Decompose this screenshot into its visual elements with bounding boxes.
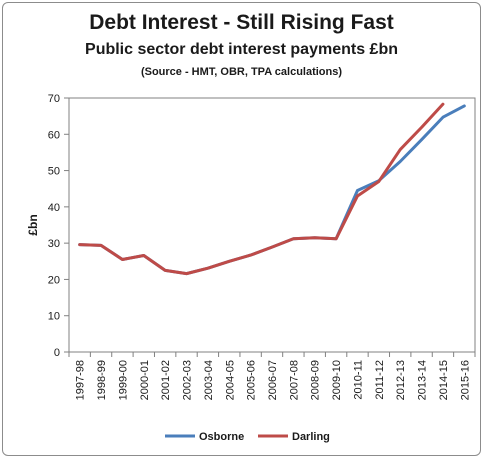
y-tick-label: 40 [48,202,60,214]
y-tick-label: 30 [48,238,60,250]
x-tick-label: 2013-14 [417,360,429,400]
line-chart: 0 10 20 30 40 50 60 70 £bn 1997-98 1998-99 1999-00 2… [26,93,476,443]
x-tick-label: 1997-98 [75,360,87,400]
chart-source: (Source - HMT, OBR, TPA calculations) [140,66,343,78]
x-tick-label: 2007-08 [288,360,300,400]
legend-label-osborne: Osborne [199,431,244,443]
x-tick-label: 1999-00 [117,360,129,400]
x-tick-label: 1998-99 [96,360,108,400]
x-tick-label: 2000-01 [139,360,151,400]
x-tick-label: 2001-02 [160,360,172,400]
chart-title: Debt Interest - Still Rising Fast [89,11,394,34]
x-tick-label: 2014-15 [438,360,450,400]
plot-area [68,97,476,353]
series-line-darling [78,102,445,276]
x-tick-label: 2006-07 [267,360,279,400]
x-tick-label: 2009-10 [331,360,343,400]
x-tick-label: 2004-05 [224,360,236,400]
x-tick-label: 2011-12 [374,360,386,400]
legend-label-darling: Darling [292,431,330,443]
x-tick-label: 2015-16 [459,360,471,400]
y-tick-label: 50 [48,166,60,178]
x-tick-label: 2008-09 [310,360,322,400]
y-tick-label: 10 [48,311,60,323]
x-tick-label: 2012-13 [395,360,407,400]
y-tick-label: 0 [54,347,60,359]
y-tick-label: 70 [48,93,60,105]
chart-subtitle: Public sector debt interest payments £bn [85,41,398,58]
x-tick-label: 2010-11 [352,360,364,400]
y-axis-label: £bn [26,214,40,235]
x-tick-label: 2003-04 [203,360,215,400]
y-tick-label: 60 [48,129,60,141]
x-tick-label: 2005-06 [246,360,258,400]
x-tick-label: 2002-03 [182,360,194,400]
y-tick-label: 20 [48,274,60,286]
